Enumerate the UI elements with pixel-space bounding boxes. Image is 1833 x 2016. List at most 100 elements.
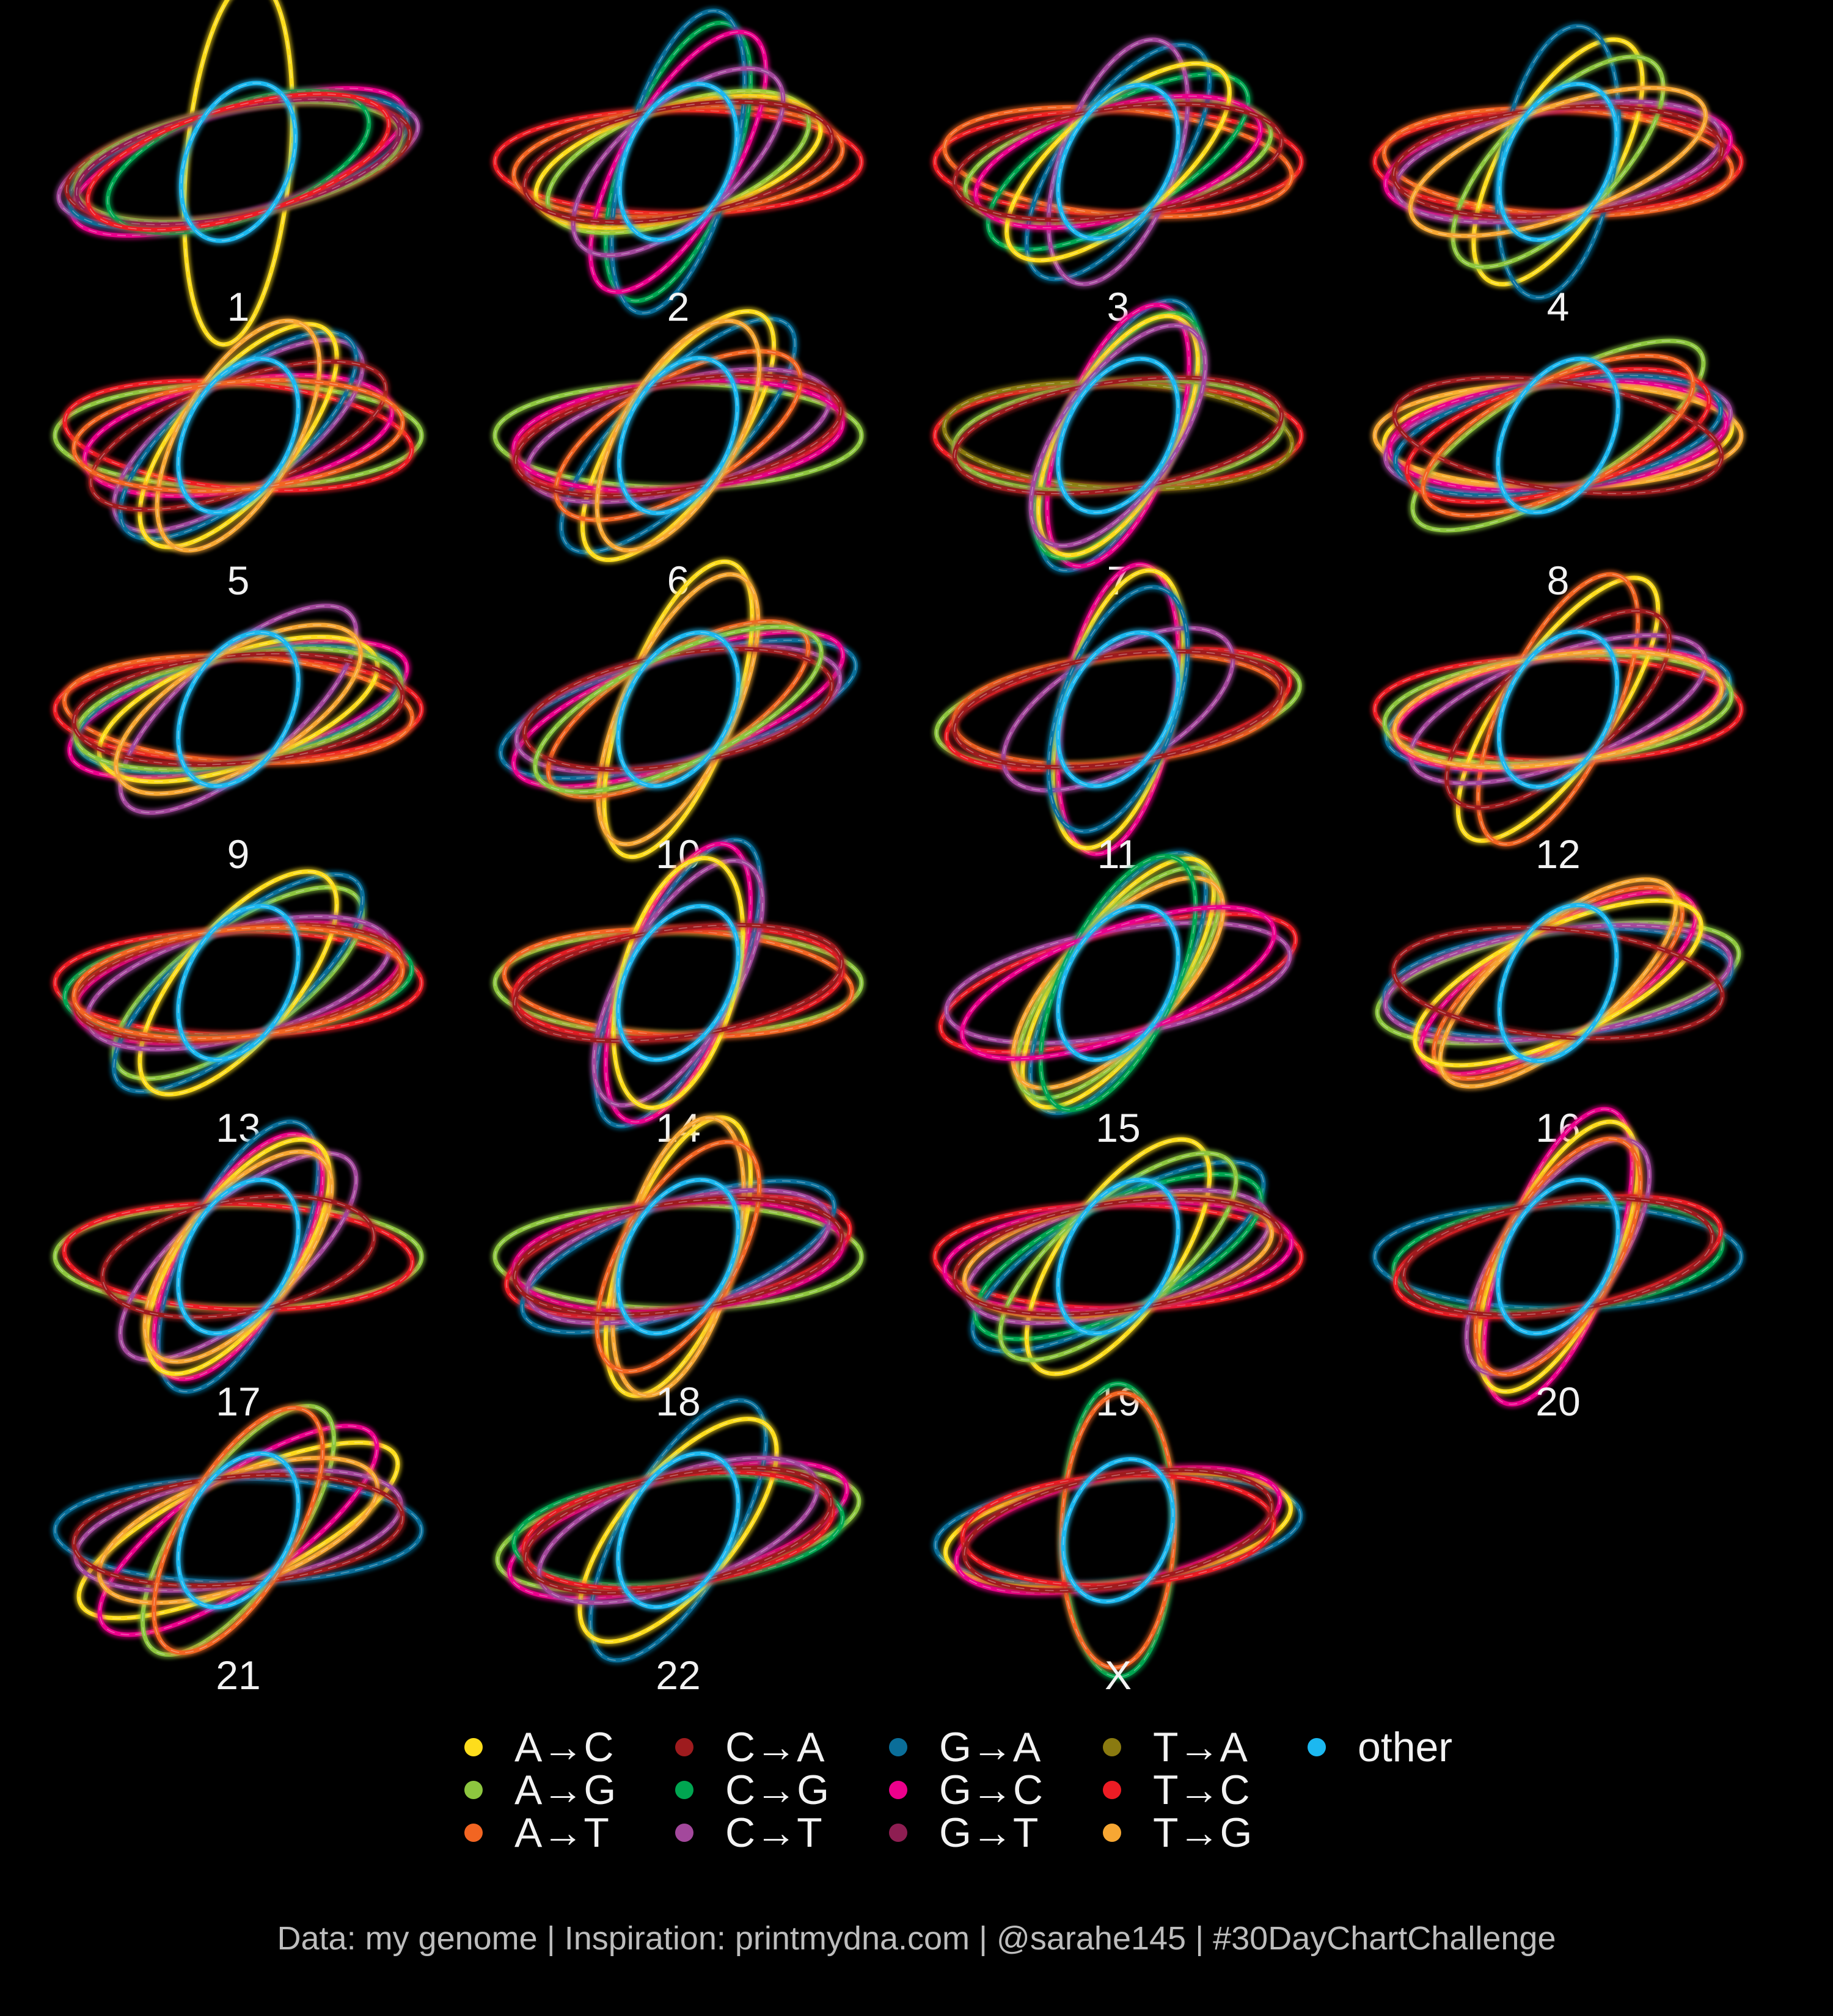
- orbit-plot: [1370, 21, 1746, 302]
- orbit-CG: [1036, 852, 1200, 1114]
- legend-swatch: [464, 1824, 483, 1842]
- orbit-CA: [510, 921, 846, 1045]
- orbit-other: [1053, 902, 1183, 1064]
- orbit-AG: [51, 379, 426, 492]
- legend-item: C→T: [675, 1810, 822, 1856]
- legend-item: other: [1308, 1724, 1452, 1770]
- chromosome-panel: 18: [458, 1113, 898, 1424]
- orbit-CA: [950, 100, 1286, 224]
- chromosome-label: 15: [1096, 1105, 1141, 1150]
- chromosome-label: 5: [227, 558, 250, 603]
- legend-item: T→G: [1103, 1810, 1252, 1856]
- orbit-AC: [135, 867, 342, 1099]
- legend-item: A→C: [464, 1724, 613, 1770]
- legend: A→C A→G A→T C→A C→G C→T G→A G→C G→T T→A T→C T→G othe…: [464, 1724, 1503, 1866]
- orbit-CT: [1044, 35, 1192, 288]
- chromosome-label: 22: [656, 1653, 701, 1698]
- chromosome-label: 12: [1535, 831, 1581, 877]
- chromosome-panel: 19: [898, 1135, 1338, 1424]
- orbit-plot: [51, 601, 426, 817]
- orbit-plot: [491, 1113, 866, 1400]
- chromosome-label: 1: [227, 284, 250, 329]
- orbit-CA: [1442, 606, 1674, 813]
- orbit-other: [174, 354, 303, 517]
- orbit-AT: [1471, 1134, 1645, 1379]
- orbit-plot: [1370, 336, 1746, 535]
- chromosome-label: 21: [216, 1653, 261, 1698]
- orbit-AG: [109, 883, 367, 1083]
- orbit-plot: [931, 1379, 1305, 1681]
- chromosome-panel: 8: [1338, 316, 1778, 603]
- chromosome-panel: 11: [898, 560, 1338, 877]
- orbit-plot: [491, 6, 866, 318]
- orbit-plot: [931, 296, 1306, 575]
- orbit-plot: [51, 316, 426, 555]
- legend-label: A→T: [514, 1810, 609, 1856]
- orbit-CA: [1390, 373, 1726, 498]
- chromosome-panel: 22: [458, 1396, 898, 1698]
- legend-label: C→A: [725, 1724, 825, 1770]
- orbit-AC: [1410, 896, 1706, 1070]
- legend-swatch: [889, 1738, 907, 1756]
- chromosome-panel: 13: [18, 864, 458, 1150]
- orbit-GA: [557, 314, 800, 557]
- orbit-TG: [111, 620, 365, 798]
- legend-swatch: [675, 1781, 693, 1799]
- orbit-AT: [1419, 351, 1697, 520]
- legend-label: C→T: [725, 1810, 822, 1856]
- chromosome-label: 17: [216, 1379, 261, 1424]
- chromosome-panel: 12: [1338, 570, 1778, 877]
- chromosome-panel: 6: [458, 307, 898, 603]
- orbit-plot: [491, 307, 866, 564]
- orbit-plot: [54, 0, 422, 349]
- orbit-plot: [496, 557, 860, 861]
- legend-swatch: [1103, 1781, 1121, 1799]
- orbit-TG: [141, 1147, 336, 1366]
- chromosome-panel: 10: [458, 557, 898, 877]
- chromosome-panel: 3: [898, 35, 1338, 329]
- chromosome-label: 9: [227, 831, 250, 877]
- chromosome-panel: 5: [18, 316, 458, 603]
- chromosome-label: 20: [1535, 1379, 1581, 1424]
- chromosome-panel: 9: [18, 590, 458, 877]
- orbit-CT: [1026, 321, 1210, 550]
- orbit-GA: [109, 870, 367, 1096]
- legend-label: A→G: [514, 1767, 616, 1813]
- orbit-AC: [1454, 573, 1663, 845]
- orbit-CA: [520, 97, 836, 227]
- orbit-plot: [493, 1396, 863, 1665]
- orbit-other: [1053, 628, 1183, 791]
- orbit-AG: [1408, 336, 1708, 535]
- legend-label: T→A: [1153, 1724, 1248, 1770]
- orbit-CA: [960, 1466, 1276, 1595]
- chromosome-panel: 2: [458, 6, 898, 329]
- chromosome-label: 18: [656, 1379, 701, 1424]
- orbit-AT: [69, 376, 408, 495]
- legend-swatch: [675, 1824, 693, 1842]
- orbit-other: [613, 628, 743, 791]
- orbit-CT: [999, 624, 1237, 795]
- legend-swatch: [889, 1781, 907, 1799]
- orbit-other: [1053, 81, 1183, 243]
- chromosome-panel: 16: [1338, 864, 1778, 1150]
- orbit-plot: [51, 1117, 426, 1396]
- orbit-AG: [491, 927, 866, 1039]
- orbit-other: [1495, 627, 1622, 791]
- legend-swatch: [675, 1738, 693, 1756]
- legend-label: T→C: [1153, 1767, 1250, 1813]
- orbit-CA: [1389, 923, 1727, 1043]
- legend-swatch: [464, 1738, 483, 1756]
- legend-swatch: [1103, 1738, 1121, 1756]
- chromosome-panel: 20: [1338, 1105, 1778, 1424]
- orbit-CA: [69, 649, 408, 769]
- orbit-other: [615, 79, 741, 244]
- orbit-TC: [60, 1199, 417, 1315]
- orbit-TG: [153, 316, 324, 555]
- orbit-plot: [931, 35, 1306, 288]
- legend-item: A→T: [464, 1810, 609, 1856]
- orbit-plot: [1370, 1105, 1746, 1409]
- orbit-CA: [950, 373, 1286, 498]
- orbit-plot: [936, 849, 1300, 1117]
- legend-label: G→A: [939, 1724, 1041, 1770]
- caption: Data: my genome | Inspiration: printmydn…: [277, 1920, 1556, 1957]
